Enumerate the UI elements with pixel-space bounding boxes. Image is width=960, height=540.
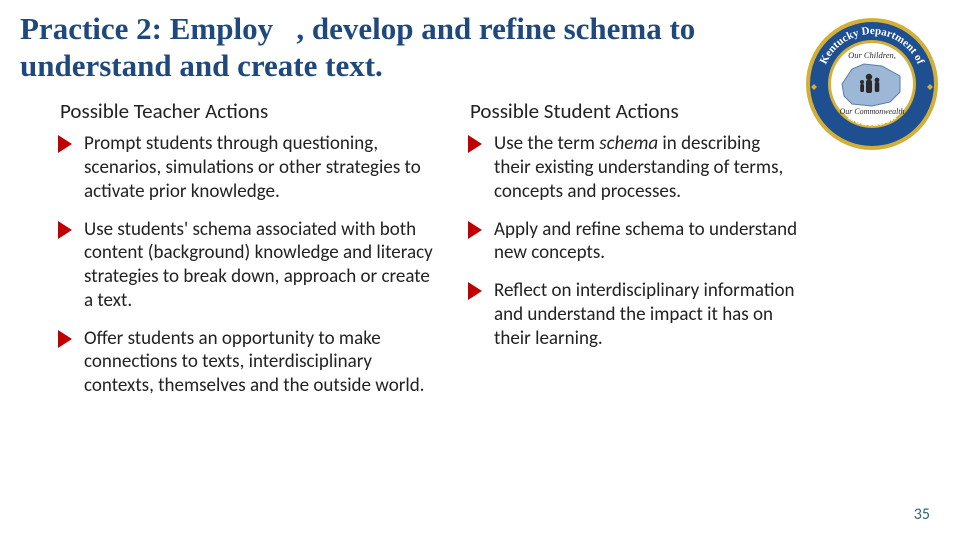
kde-logo: Kentucky Department of Education Our Chi…: [802, 14, 942, 154]
teacher-item: Use students' schema associated with bot…: [60, 218, 440, 313]
slide: Practice 2: Employ , develop and refine …: [0, 0, 960, 540]
teacher-header: Possible Teacher Actions: [60, 98, 440, 124]
student-item: Reflect on interdisciplinary information…: [470, 279, 800, 350]
teacher-list: Prompt students through questioning, sce…: [60, 132, 440, 398]
student-item: Apply and refine schema to understand ne…: [470, 218, 800, 266]
slide-title: Practice 2: Employ , develop and refine …: [20, 10, 800, 84]
student-header: Possible Student Actions: [470, 98, 800, 124]
teacher-item: Prompt students through questioning, sce…: [60, 132, 440, 203]
text-run: Use the term: [494, 132, 599, 155]
student-column: Possible Student Actions Use the term sc…: [470, 98, 800, 412]
kde-logo-svg: Kentucky Department of Education Our Chi…: [802, 14, 942, 154]
page-number: 35: [914, 505, 930, 524]
text-run-italic: schema: [599, 132, 658, 155]
student-item: Use the term schema in describing their …: [470, 132, 800, 203]
logo-center-bottom: Our Commonwealth: [839, 107, 904, 116]
teacher-item: Offer students an opportunity to make co…: [60, 327, 440, 398]
student-list: Use the term schema in describing their …: [470, 132, 800, 350]
teacher-column: Possible Teacher Actions Prompt students…: [60, 98, 440, 412]
logo-center-top: Our Children,: [848, 50, 896, 60]
